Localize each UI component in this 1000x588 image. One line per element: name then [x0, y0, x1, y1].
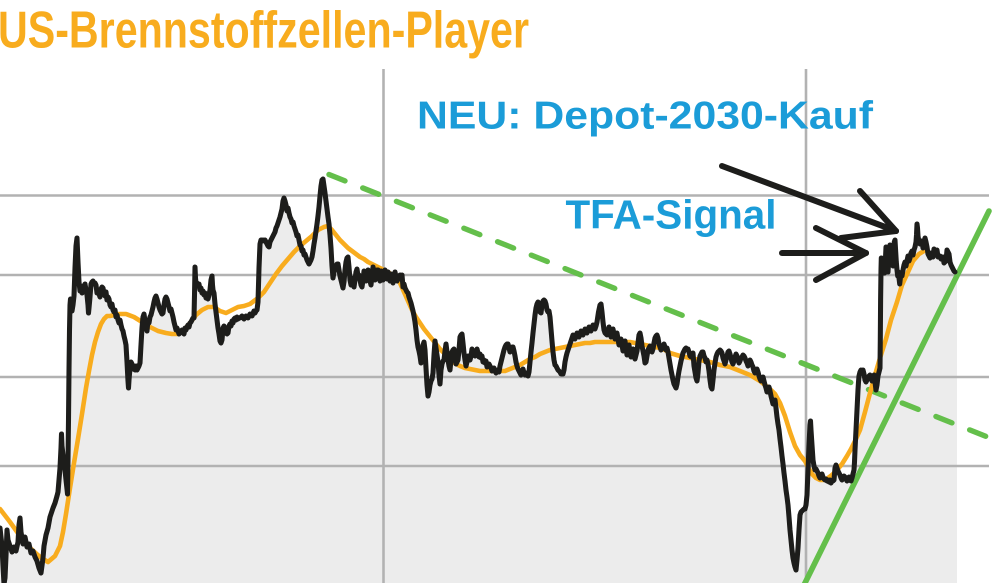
svg-text:TFA-Signal: TFA-Signal [566, 192, 777, 238]
svg-text:NEU: Depot-2030-Kauf: NEU: Depot-2030-Kauf [417, 95, 874, 138]
svg-text:US-Brennstoffzellen-Player: US-Brennstoffzellen-Player [0, 2, 529, 60]
